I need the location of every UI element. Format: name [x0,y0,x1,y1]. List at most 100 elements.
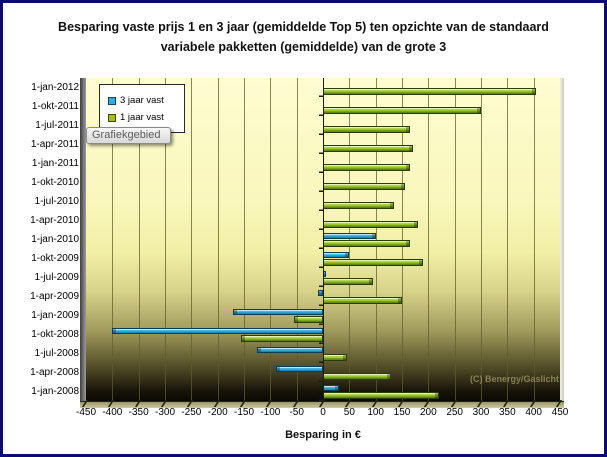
y-axis-label: 1-apr-2011 [30,139,79,150]
x-axis-title: Besparing in € [285,429,361,441]
plot-right-wall [560,78,564,401]
copyright-text: (C) Benergy/Gaslicht [470,374,560,384]
x-axis-tick-label: -100 [260,407,281,418]
bar-3-jaar-vast[interactable] [233,308,323,315]
x-axis-tick-label: 350 [498,407,516,418]
legend-item-3-jaar-vast[interactable]: 3 jaar vast [108,92,184,109]
x-axis-tick-mark [108,400,115,407]
x-axis-tick-mark [134,400,141,407]
bar-3-jaar-vast[interactable] [275,365,323,372]
y-axis-label: 1-jan-2012 [31,82,79,93]
y-axis-label: 1-apr-2010 [30,215,79,226]
bar-3-jaar-vast[interactable] [323,251,350,258]
x-axis-tick-label: 300 [472,407,490,418]
gridline [481,78,482,401]
gridline [217,78,219,401]
legend[interactable]: 3 jaar vast 1 jaar vast [99,84,185,133]
bar-1-jaar-vast[interactable] [323,354,347,361]
y-axis-label: 1-okt-2008 [31,329,79,340]
x-axis-tick-mark [371,400,378,407]
bar-1-jaar-vast[interactable] [323,183,405,190]
x-axis-tick-mark [81,400,88,407]
gridline [112,78,114,401]
bar-1-jaar-vast[interactable] [323,297,402,304]
x-axis-tick-mark [476,400,483,407]
y-axis-label: 1-okt-2011 [31,101,79,112]
gridline [270,78,272,401]
bar-1-jaar-vast[interactable] [323,221,418,228]
legend-label: 1 jaar vast [120,112,164,123]
y-axis-label: 1-apr-2009 [30,291,79,302]
bar-1-jaar-vast[interactable] [323,88,537,95]
y-axis-label: 1-jul-2011 [35,120,79,131]
x-axis-tick-label: -200 [207,407,228,418]
x-axis-tick-label: -50 [289,407,304,418]
y-axis-label: 1-okt-2009 [31,253,79,264]
gridline [428,78,430,401]
y-axis-label: 1-jan-2010 [31,234,79,245]
gridline [138,78,140,401]
y-axis-label: 1-jul-2008 [34,348,79,359]
y-axis-label: 1-jan-2008 [31,386,79,397]
gridline [296,78,298,401]
bar-1-jaar-vast[interactable] [323,126,410,133]
y-axis-label: 1-jul-2009 [34,272,79,283]
x-axis-labels: -450 -400 -350 -300 -250 -200 -150 -100 -50 0 50 10… [3,407,607,421]
bar-1-jaar-vast[interactable] [241,335,323,342]
bar-1-jaar-vast[interactable] [323,240,410,247]
x-axis-tick-mark [345,400,352,407]
x-axis-tick-mark [503,400,510,407]
bar-1-jaar-vast[interactable] [323,164,410,171]
gridline [244,78,245,401]
bar-1-jaar-vast[interactable] [323,202,395,209]
chart-area-tooltip: Grafiekgebied [86,127,171,144]
x-axis-tick-mark [318,400,325,407]
gridline [507,78,509,401]
plot-area[interactable]: 3 jaar vast 1 jaar vast Grafiekgebied (C… [80,78,564,408]
bar-1-jaar-vast[interactable] [323,107,481,114]
bar-3-jaar-vast[interactable] [257,346,323,353]
x-axis-tick-label: -150 [233,407,255,418]
bar-1-jaar-vast[interactable] [323,259,424,266]
gridline [402,78,403,401]
x-axis-tick-label: 450 [551,407,569,418]
bar-3-jaar-vast[interactable] [323,384,339,391]
gridline [454,78,456,401]
x-axis-tick-mark [187,400,194,407]
chart-title: Besparing vaste prijs 1 en 3 jaar (gemid… [58,20,549,54]
x-axis-tick-mark [292,400,299,407]
x-axis-tick-label: -450 [75,407,97,418]
bar-1-jaar-vast[interactable] [323,392,439,399]
x-axis-tick-label: 150 [393,407,411,418]
y-axis-label: 1-okt-2010 [31,177,79,188]
legend-item-1-jaar-vast[interactable]: 1 jaar vast [108,109,184,126]
gridline [165,78,166,401]
bar-1-jaar-vast[interactable] [323,278,374,285]
bar-3-jaar-vast[interactable] [323,232,376,239]
x-axis-tick-mark [555,400,562,407]
bar-1-jaar-vast[interactable] [323,145,413,152]
bar-1-jaar-vast[interactable] [323,373,392,380]
gridline [349,78,351,401]
legend-label: 3 jaar vast [120,95,164,106]
x-axis-tick-mark [424,400,431,407]
x-axis-tick-label: 250 [446,407,463,418]
x-axis-tick-label: -300 [154,407,176,418]
x-axis-tick-label: -250 [181,407,202,418]
x-axis-tick-mark [160,400,167,407]
bar-3-jaar-vast[interactable] [112,327,323,334]
y-axis-label: 1-jan-2011 [31,158,79,169]
x-axis-tick-label: 0 [320,407,326,418]
gridline [533,78,535,401]
y-axis-label: 1-apr-2008 [30,367,79,378]
x-axis-tick-label: 100 [367,407,384,418]
x-axis-tick-mark [529,400,536,407]
x-axis-tick-label: -400 [102,407,123,418]
gridline [191,78,193,401]
y-axis-label: 1-jul-2010 [34,196,79,207]
zero-axis-line [323,78,324,401]
x-axis-tick-mark [213,400,220,407]
x-axis-tick-label: 50 [343,407,355,418]
y-axis-label: 1-jan-2009 [31,310,79,321]
x-axis-tick-mark [239,400,246,407]
